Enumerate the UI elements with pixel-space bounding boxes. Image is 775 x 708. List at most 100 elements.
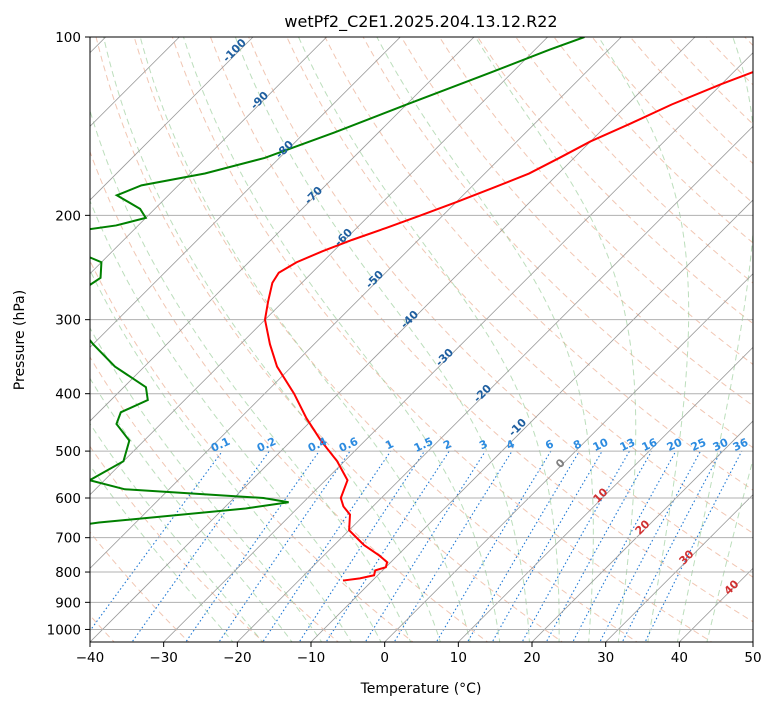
isotherm (384, 273, 753, 642)
dry-adiabat-label: -20 (471, 382, 494, 405)
mixing-ratio-line (644, 450, 743, 642)
dry-adiabat (90, 259, 414, 642)
mixing-ratio-line (572, 450, 677, 642)
mixing-ratio-label: 0.4 (306, 435, 329, 455)
isotherm (90, 37, 475, 422)
isotherm (605, 494, 753, 642)
moist-adiabat-label: 40 (722, 577, 742, 597)
dry-adiabat (90, 150, 489, 642)
mixing-ratio-line (599, 450, 702, 642)
dry-adiabat (477, 37, 753, 325)
y-tick-label: 600 (55, 491, 81, 507)
isotherm (457, 346, 753, 642)
moist-adiabat (90, 108, 412, 642)
isotherm (752, 641, 753, 642)
y-axis-label: Pressure (hPa) (12, 290, 28, 390)
x-tick-label: 30 (597, 650, 614, 666)
x-tick-label: 20 (523, 650, 540, 666)
moist-adiabat (90, 269, 352, 642)
x-axis-label: Temperature (°C) (360, 681, 482, 697)
mixing-ratio-line (393, 450, 513, 642)
x-tick-label: −20 (223, 650, 252, 666)
isotherm (678, 567, 753, 642)
y-tick-label: 800 (55, 565, 81, 581)
dry-adiabat (553, 37, 753, 244)
moist-adiabat (183, 37, 501, 642)
mixing-ratio-label: 20 (665, 436, 685, 454)
mixing-ratio-label: 6 (543, 437, 556, 452)
chart-title: wetPf2_C2E1.2025.204.13.12.R22 (284, 12, 557, 32)
mixing-ratio-label: 13 (618, 436, 637, 454)
mixing-ratio-line (364, 450, 486, 642)
mixing-ratio-label: 0.6 (337, 435, 360, 455)
isotherm (90, 37, 696, 642)
x-tick-label: −10 (297, 650, 326, 666)
dry-adiabat-label: -90 (248, 89, 271, 112)
mixing-ratio-line (466, 450, 580, 642)
y-tick-label: 1000 (47, 622, 81, 638)
dry-adiabat-label: -40 (398, 308, 421, 331)
dry-adiabat (286, 37, 753, 534)
mixing-ratio-line (131, 450, 270, 642)
isotherm (310, 199, 753, 642)
y-tick-label: 500 (55, 444, 81, 460)
x-tick-label: 40 (671, 650, 688, 666)
mixing-ratio-line (218, 450, 351, 642)
mixing-ratio-label: 25 (689, 436, 708, 454)
dry-adiabat (248, 37, 753, 578)
isotherm (90, 37, 549, 496)
mixing-ratio-label: 10 (591, 436, 611, 454)
temperature-profile (263, 71, 753, 582)
moist-adiabat (90, 422, 264, 642)
moist-adiabat-label: 20 (633, 517, 653, 537)
dry-adiabat (439, 37, 753, 366)
mixing-ratio-line (621, 450, 722, 642)
moist-adiabat-label: 10 (591, 485, 611, 505)
dry-adiabat (133, 37, 638, 642)
dry-adiabat (362, 37, 753, 449)
mixing-ratio-label: 4 (504, 437, 517, 452)
y-tick-label: 200 (55, 208, 81, 224)
dry-adiabat-label: -80 (273, 138, 296, 161)
mixing-ratio-label: 36 (731, 436, 751, 454)
moist-adiabat (90, 199, 382, 642)
plot-frame (89, 36, 754, 643)
isotherm (90, 37, 254, 201)
x-tick-label: 0 (380, 650, 389, 666)
y-tick-label: 100 (55, 30, 81, 46)
dry-adiabat (744, 37, 753, 47)
dry-adiabat-label: -10 (506, 416, 529, 439)
moist-adiabat (103, 37, 441, 642)
y-tick-label: 700 (55, 531, 81, 547)
x-tick-label: 50 (744, 650, 761, 666)
mixing-ratio-line (325, 450, 450, 642)
isotherm (90, 37, 328, 275)
mixing-ratio-line (185, 450, 320, 642)
dry-adiabat (515, 37, 753, 284)
mixing-ratio-label: 1.5 (412, 435, 435, 455)
moist-adiabat (298, 37, 560, 642)
x-tick-label: 10 (450, 650, 467, 666)
mixing-ratio-line (90, 450, 223, 632)
moist-adiabat (139, 37, 471, 642)
mixing-ratio-label: 3 (477, 437, 489, 452)
dry-adiabat-label: -30 (433, 346, 456, 369)
dry-adiabat-label: -50 (363, 268, 386, 291)
mixing-ratio-line (435, 450, 552, 642)
moist-adiabat-label: 0 (553, 456, 568, 471)
y-tick-label: 400 (55, 387, 81, 403)
isotherm (90, 37, 622, 569)
isotherm (90, 37, 180, 127)
y-tick-label: 300 (55, 313, 81, 329)
dry-adiabat (324, 37, 753, 491)
moist-adiabat (474, 37, 637, 642)
dewpoint-profile (90, 37, 585, 525)
moist-adiabat (90, 464, 234, 642)
isotherm (531, 420, 753, 642)
mixing-ratio-label: 0.1 (209, 435, 232, 455)
mixing-ratio-label: 16 (640, 436, 660, 454)
mixing-ratio-label: 2 (441, 437, 453, 452)
y-tick-label: 900 (55, 595, 81, 611)
dry-adiabat (400, 37, 753, 407)
